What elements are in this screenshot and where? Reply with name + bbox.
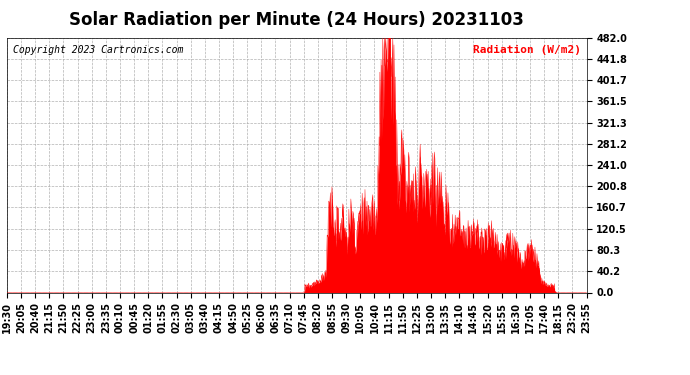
Text: Solar Radiation per Minute (24 Hours) 20231103: Solar Radiation per Minute (24 Hours) 20… — [69, 11, 524, 29]
Text: Copyright 2023 Cartronics.com: Copyright 2023 Cartronics.com — [12, 45, 183, 55]
Text: Radiation (W/m2): Radiation (W/m2) — [473, 45, 581, 55]
